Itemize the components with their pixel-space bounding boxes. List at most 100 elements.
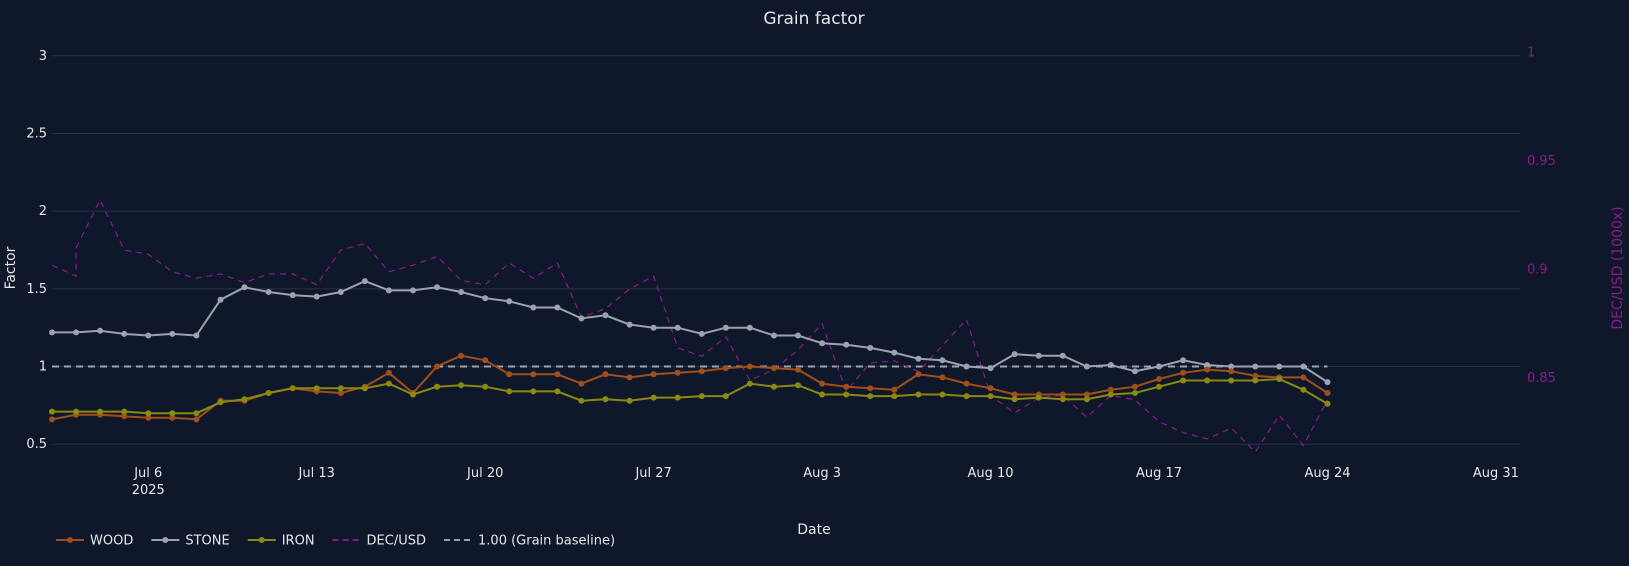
- data-point-iron: [819, 391, 826, 398]
- data-point-stone: [289, 292, 296, 299]
- y2-tick-label: 0.95: [1527, 154, 1556, 169]
- data-point-stone: [217, 296, 224, 303]
- data-point-iron: [1228, 377, 1235, 384]
- data-point-wood: [722, 365, 729, 372]
- data-point-stone: [410, 287, 416, 294]
- data-point-iron: [97, 408, 104, 415]
- x-tick-label: Jul 27: [634, 466, 671, 481]
- data-point-iron: [49, 408, 55, 415]
- data-point-iron: [650, 394, 657, 401]
- data-point-wood: [915, 371, 922, 378]
- legend-label-iron: IRON: [282, 534, 315, 549]
- data-point-stone: [1132, 368, 1138, 375]
- data-point-wood: [1156, 376, 1162, 382]
- data-point-iron: [169, 410, 176, 417]
- data-point-stone: [746, 324, 753, 331]
- legend-item-dec-usd: DEC/USD: [332, 534, 426, 549]
- data-point-stone: [867, 344, 874, 351]
- data-point-wood: [674, 369, 681, 376]
- y2-tick-label: 0.85: [1527, 371, 1556, 386]
- data-point-stone: [313, 293, 320, 300]
- x-tick-label: Aug 10: [968, 466, 1014, 481]
- data-point-iron: [1252, 377, 1259, 384]
- series-iron: [49, 376, 1331, 417]
- data-point-iron: [337, 385, 344, 392]
- data-point-wood: [867, 385, 874, 392]
- data-point-iron: [602, 396, 609, 403]
- data-point-wood: [121, 413, 128, 420]
- data-point-iron: [530, 388, 537, 395]
- legend-item-1-00-grain-baseline: 1.00 (Grain baseline): [444, 534, 615, 549]
- data-point-stone: [49, 329, 55, 336]
- y-tick-label: 1.5: [26, 282, 47, 297]
- data-point-stone: [1035, 352, 1042, 359]
- data-point-stone: [915, 355, 922, 362]
- data-point-stone: [1300, 363, 1307, 370]
- data-point-stone: [241, 284, 248, 291]
- data-point-wood: [650, 371, 657, 378]
- data-point-stone: [1011, 351, 1018, 358]
- data-point-iron: [698, 393, 705, 400]
- data-point-stone: [145, 332, 152, 339]
- data-point-stone: [602, 312, 609, 319]
- data-point-wood: [1107, 386, 1114, 393]
- data-point-wood: [1132, 383, 1138, 390]
- axes: 0.5 1 1.5 2 2.5 3 0.85 0.9 0.95 1 Jul 6 2025 Jul 13 J…: [26, 45, 1556, 498]
- data-point-stone: [1059, 352, 1066, 359]
- data-point-wood: [698, 368, 705, 375]
- data-point-iron: [1180, 377, 1187, 384]
- data-point-wood: [1252, 372, 1259, 379]
- data-point-wood: [746, 363, 753, 370]
- data-point-stone: [939, 357, 946, 364]
- x-tick-label: Jul 20: [466, 466, 503, 481]
- y2-tick-label: 0.9: [1527, 263, 1548, 278]
- data-point-iron: [193, 410, 200, 417]
- data-point-wood: [626, 374, 633, 381]
- data-point-iron: [722, 393, 729, 400]
- data-point-iron: [867, 393, 874, 400]
- data-point-iron: [1107, 391, 1114, 398]
- data-point-iron: [482, 383, 489, 390]
- data-point-iron: [939, 391, 946, 398]
- legend-label-stone: STONE: [185, 534, 229, 549]
- data-point-wood: [939, 374, 946, 381]
- data-point-wood: [1011, 391, 1018, 398]
- x-tick-label: Aug 3: [803, 466, 841, 481]
- series-line-iron: [52, 377, 1329, 415]
- data-point-iron: [843, 391, 850, 398]
- legend: WOOD STONE IRON DEC/USD 1.00 (Grain baseline…: [56, 534, 615, 549]
- data-point-stone: [1083, 363, 1090, 370]
- data-point-iron: [313, 385, 320, 392]
- legend-marker-wood: [67, 537, 73, 543]
- data-point-wood: [843, 383, 850, 390]
- data-point-stone: [169, 330, 176, 337]
- data-point-iron: [554, 388, 561, 395]
- data-point-iron: [145, 410, 152, 417]
- chart-title: Grain factor: [763, 9, 864, 29]
- data-point-wood: [482, 357, 489, 364]
- data-point-stone: [1204, 362, 1211, 368]
- x-axis-title: Date: [797, 522, 830, 538]
- legend-item-iron: IRON: [247, 534, 315, 549]
- data-point-stone: [626, 321, 633, 328]
- data-point-stone: [674, 324, 681, 331]
- data-point-iron: [987, 393, 994, 400]
- data-point-stone: [385, 287, 392, 294]
- data-point-stone: [97, 327, 104, 334]
- data-point-iron: [626, 397, 633, 404]
- y-tick-label: 3: [39, 49, 47, 64]
- data-point-iron: [410, 391, 416, 398]
- data-point-iron: [1300, 386, 1307, 393]
- data-point-stone: [458, 289, 465, 295]
- data-point-wood: [771, 365, 777, 372]
- data-point-wood: [554, 371, 561, 378]
- data-point-iron: [578, 397, 585, 404]
- data-point-iron: [434, 383, 440, 390]
- data-point-wood: [506, 371, 513, 378]
- y-tick-label: 2: [39, 204, 47, 219]
- data-point-stone: [795, 332, 801, 339]
- y2-tick-label: 1: [1527, 45, 1535, 60]
- data-point-wood: [602, 371, 609, 378]
- y2-axis-title: DEC/USD (1000x): [1610, 206, 1626, 329]
